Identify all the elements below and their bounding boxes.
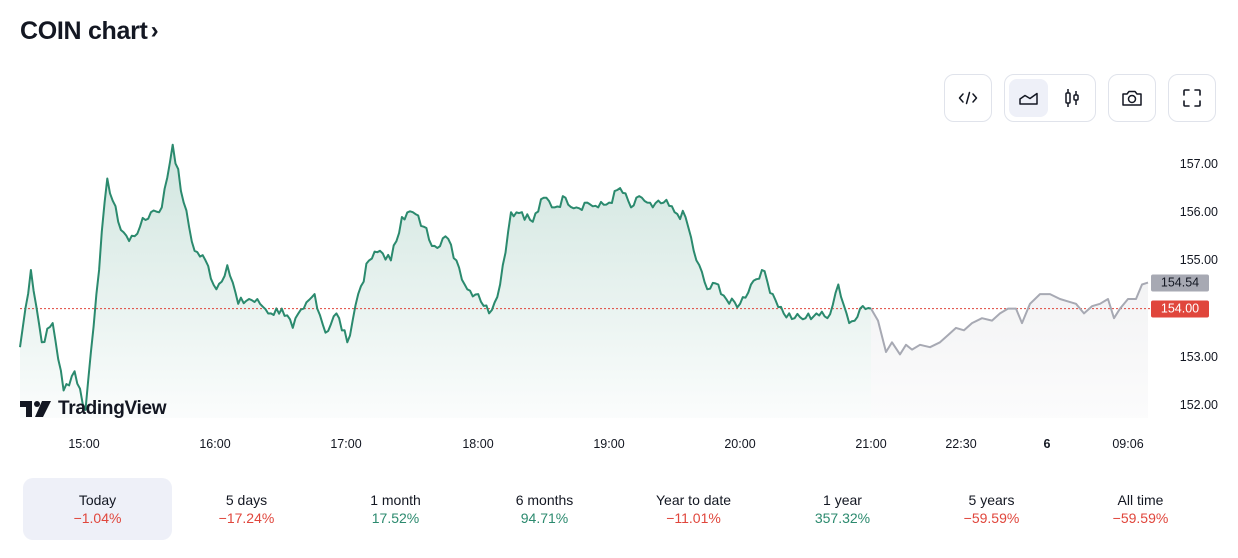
period-5-days[interactable]: 5 days −17.24% xyxy=(172,478,321,540)
period-change: −59.59% xyxy=(963,510,1020,526)
chart-title-link[interactable]: COIN chart › xyxy=(20,16,159,46)
period-change: 357.32% xyxy=(814,510,871,526)
extended-hours-line xyxy=(870,281,1149,356)
period-change: 94.71% xyxy=(520,510,569,526)
chevron-right-icon: › xyxy=(150,16,159,44)
snapshot-button[interactable] xyxy=(1108,74,1156,122)
previous-close-tag: 154.00 xyxy=(1151,300,1209,318)
candlestick-icon xyxy=(1064,89,1079,107)
camera-icon xyxy=(1122,90,1142,106)
chart-title: COIN chart xyxy=(20,17,148,45)
chart-type-toggle xyxy=(1004,74,1096,122)
y-axis-label: 156.00 xyxy=(1179,205,1218,220)
period-label: Today xyxy=(78,492,117,508)
period-today[interactable]: Today −1.04% xyxy=(23,478,172,540)
x-axis-label: 15:00 xyxy=(68,437,100,451)
y-axis-label: 153.00 xyxy=(1179,349,1218,364)
period-change: 17.52% xyxy=(371,510,420,526)
y-axis-label: 152.00 xyxy=(1179,398,1218,412)
embed-button[interactable] xyxy=(944,74,992,122)
period-label: 1 month xyxy=(370,492,421,508)
period-label: 5 days xyxy=(225,492,268,508)
period-label: All time xyxy=(1117,492,1164,508)
period-year-to-date[interactable]: Year to date −11.01% xyxy=(619,478,768,540)
period-6-months[interactable]: 6 months 94.71% xyxy=(470,478,619,540)
extended-hours-area xyxy=(871,282,1148,418)
price-chart[interactable] xyxy=(0,130,1238,430)
period-all-time[interactable]: All time −59.59% xyxy=(1066,478,1215,540)
x-axis-label: 20:00 xyxy=(724,437,756,451)
last-price-tag: 154.54 xyxy=(1151,274,1209,292)
chart-plot xyxy=(19,143,1150,418)
fullscreen-icon xyxy=(1183,89,1201,107)
period-label: 6 months xyxy=(515,492,574,508)
period-label: 5 years xyxy=(968,492,1015,508)
x-axis-label: 19:00 xyxy=(593,437,625,451)
x-axis-label: 21:00 xyxy=(855,437,887,451)
period-5-years[interactable]: 5 years −59.59% xyxy=(917,478,1066,540)
area-chart-button[interactable] xyxy=(1009,79,1048,117)
period-label: Year to date xyxy=(656,492,731,508)
period-selector: Today −1.04% 5 days −17.24% 1 month 17.52% … xyxy=(23,478,1215,540)
area-chart-icon xyxy=(1018,92,1038,105)
x-axis-label: 18:00 xyxy=(462,437,494,451)
period-change: −17.24% xyxy=(218,510,275,526)
tradingview-logo[interactable]: TradingView xyxy=(20,398,167,420)
y-axis-label: 155.00 xyxy=(1179,253,1218,268)
tradingview-logo-text: TradingView xyxy=(58,398,167,419)
period-1-month[interactable]: 1 month 17.52% xyxy=(321,478,470,540)
period-change: −59.59% xyxy=(1112,510,1169,526)
regular-session-area xyxy=(20,144,871,418)
period-label: 1 year xyxy=(823,492,862,508)
x-axis-label: 09:06 xyxy=(1112,437,1144,451)
period-change: −1.04% xyxy=(73,510,122,526)
tradingview-logo-icon xyxy=(20,401,51,417)
x-axis-label: 17:00 xyxy=(330,437,362,451)
period-change: −11.01% xyxy=(666,510,721,526)
x-axis-label: 6 xyxy=(1043,437,1051,451)
candlestick-button[interactable] xyxy=(1052,79,1091,117)
regular-session-line xyxy=(19,143,872,411)
x-axis-label: 16:00 xyxy=(199,437,231,451)
code-icon xyxy=(958,91,978,105)
x-axis-label: 22:30 xyxy=(945,437,977,451)
fullscreen-button[interactable] xyxy=(1168,74,1216,122)
y-axis-label: 157.00 xyxy=(1179,157,1218,171)
period-1-year[interactable]: 1 year 357.32% xyxy=(768,478,917,540)
